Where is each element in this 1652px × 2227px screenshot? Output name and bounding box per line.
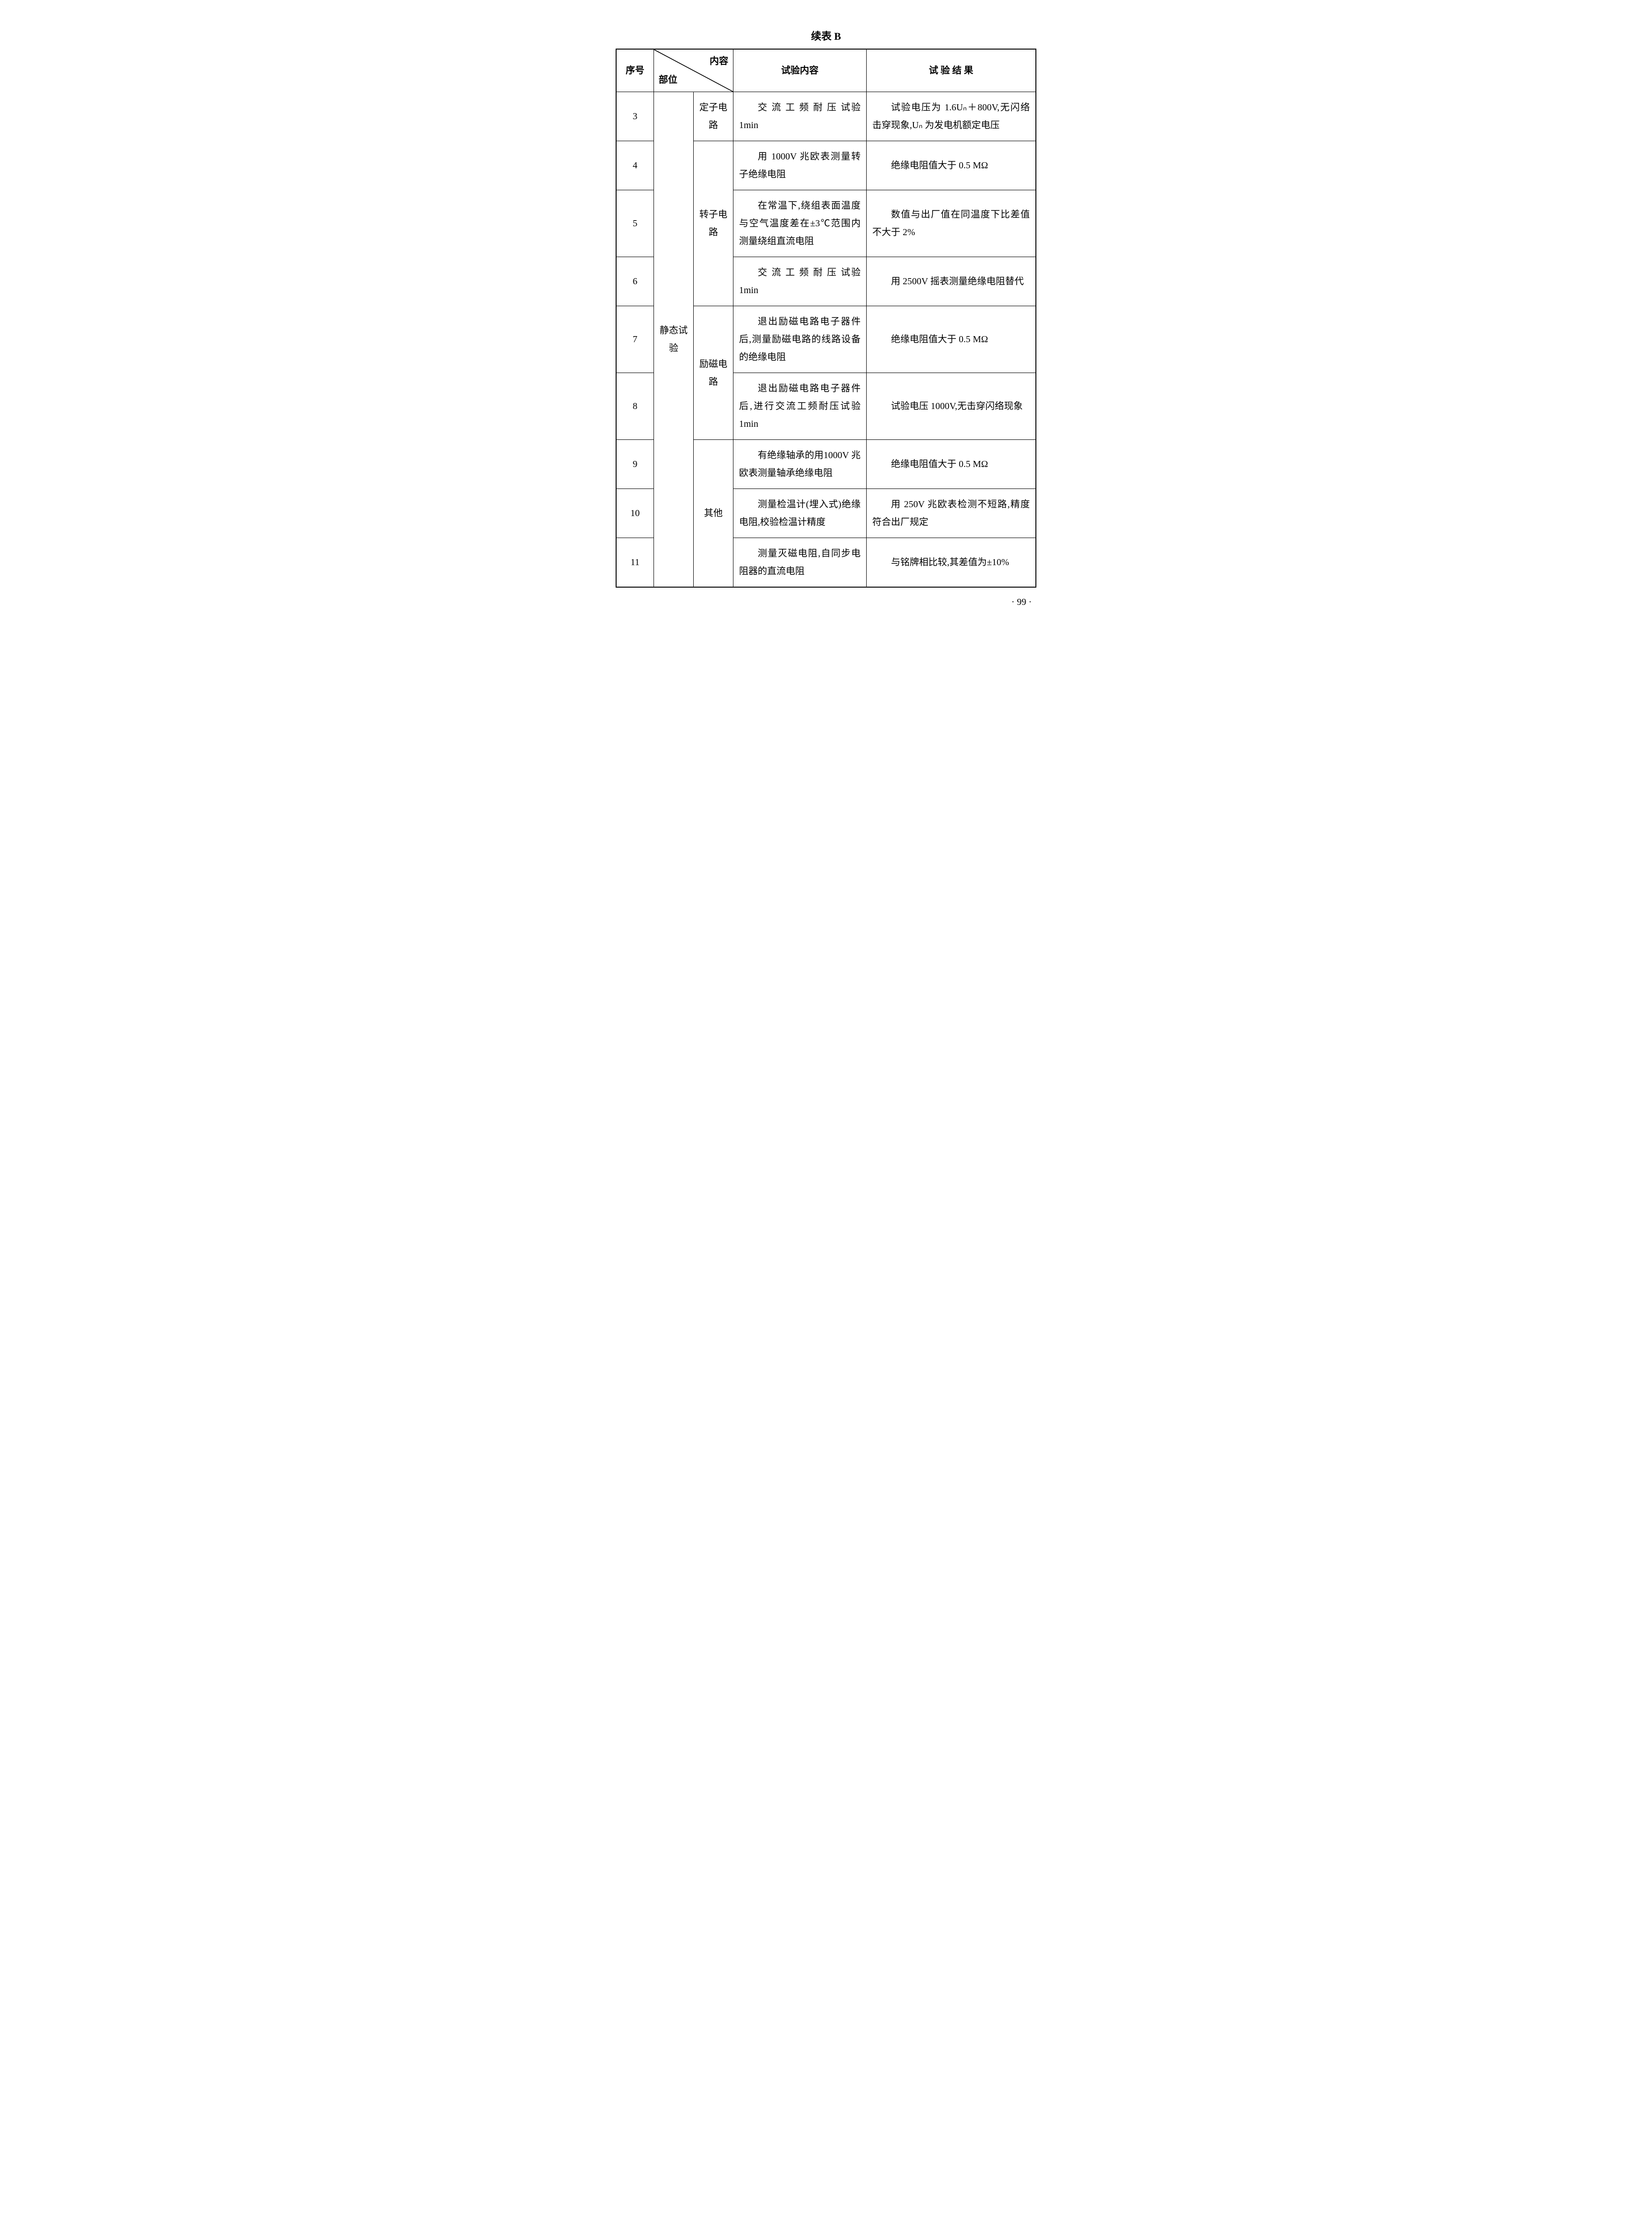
cell-seq: 9 — [616, 440, 654, 489]
cell-result: 绝缘电阻值大于 0.5 MΩ — [867, 306, 1036, 373]
cell-test-content: 有绝缘轴承的用1000V 兆欧表测量轴承绝缘电阻 — [733, 440, 867, 489]
cell-seq: 10 — [616, 489, 654, 538]
cell-test-content: 退出励磁电路电子器件后,测量励磁电路的线路设备的绝缘电阻 — [733, 306, 867, 373]
cell-subpart: 励磁电路 — [694, 306, 733, 440]
cell-result: 试验电压为 1.6Uₙ＋800V,无闪络击穿现象,Uₙ 为发电机额定电压 — [867, 92, 1036, 141]
cell-test-content: 交 流 工 频 耐 压 试验 1min — [733, 257, 867, 306]
cell-result: 与铭牌相比较,其差值为±10% — [867, 538, 1036, 588]
table-title: 续表 B — [616, 28, 1036, 43]
cell-seq: 8 — [616, 373, 654, 440]
cell-seq: 11 — [616, 538, 654, 588]
cell-seq: 5 — [616, 190, 654, 257]
cell-result: 数值与出厂值在同温度下比差值不大于 2% — [867, 190, 1036, 257]
table-header-row: 序号 内容 部位 试验内容 试 验 结 果 — [616, 49, 1036, 92]
cell-test-content: 交 流 工 频 耐 压 试验 1min — [733, 92, 867, 141]
cell-result: 试验电压 1000V,无击穿闪络现象 — [867, 373, 1036, 440]
table-row: 3静态试验定子电路交 流 工 频 耐 压 试验 1min试验电压为 1.6Uₙ＋… — [616, 92, 1036, 141]
cell-test-content: 测量检温计(埋入式)绝缘电阻,校验检温计精度 — [733, 489, 867, 538]
cell-seq: 3 — [616, 92, 654, 141]
cell-seq: 6 — [616, 257, 654, 306]
cell-result: 绝缘电阻值大于 0.5 MΩ — [867, 141, 1036, 190]
cell-part: 静态试验 — [654, 92, 694, 588]
diag-label-part: 部位 — [659, 71, 677, 89]
cell-test-content: 退出励磁电路电子器件后,进行交流工频耐压试验 1min — [733, 373, 867, 440]
cell-test-content: 测量灭磁电阻,自同步电阻器的直流电阻 — [733, 538, 867, 588]
col-header-test: 试验内容 — [733, 49, 867, 92]
cell-subpart: 其他 — [694, 440, 733, 588]
cell-result: 用 2500V 摇表测量绝缘电阻替代 — [867, 257, 1036, 306]
col-header-result: 试 验 结 果 — [867, 49, 1036, 92]
col-header-diagonal: 内容 部位 — [654, 49, 733, 92]
diag-label-content: 内容 — [710, 52, 728, 70]
cell-result: 绝缘电阻值大于 0.5 MΩ — [867, 440, 1036, 489]
cell-test-content: 用 1000V 兆欧表测量转子绝缘电阻 — [733, 141, 867, 190]
cell-result: 用 250V 兆欧表检测不短路,精度符合出厂规定 — [867, 489, 1036, 538]
spec-table: 序号 内容 部位 试验内容 试 验 结 果 3静态试验定子电路交 流 工 频 耐… — [616, 49, 1036, 588]
cell-subpart: 转子电路 — [694, 141, 733, 306]
cell-seq: 7 — [616, 306, 654, 373]
cell-subpart: 定子电路 — [694, 92, 733, 141]
cell-test-content: 在常温下,绕组表面温度与空气温度差在±3℃范围内测量绕组直流电阻 — [733, 190, 867, 257]
page-number: · 99 · — [616, 597, 1036, 608]
cell-seq: 4 — [616, 141, 654, 190]
col-header-seq: 序号 — [616, 49, 654, 92]
document-page: 续表 B 序号 内容 部位 试验内容 试 验 结 果 3静态试验定子电路交 流 … — [616, 28, 1036, 608]
